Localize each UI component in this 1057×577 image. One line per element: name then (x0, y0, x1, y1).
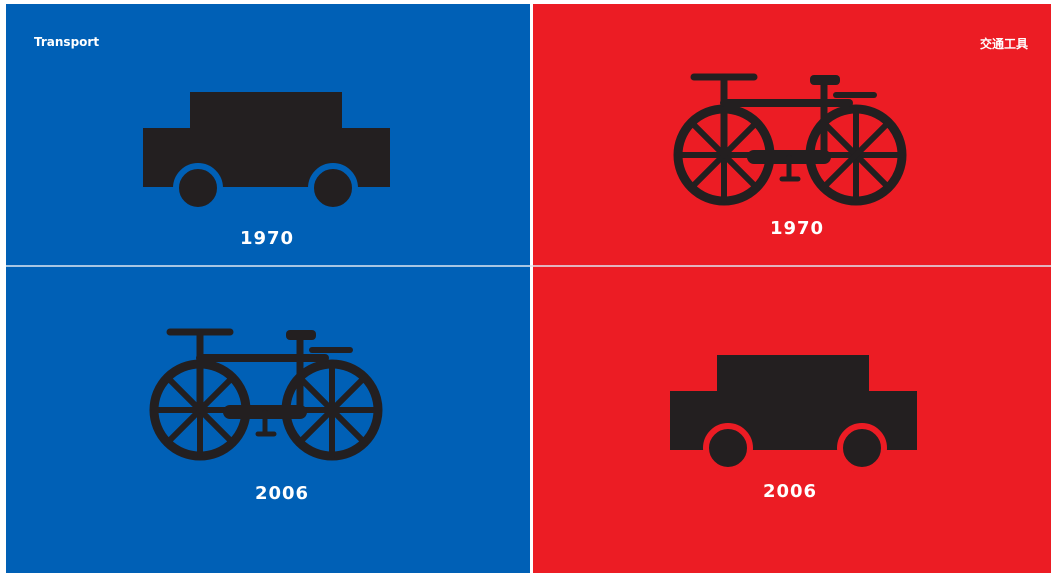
right-title: 交通工具 (980, 36, 1028, 51)
year-label: 2006 (763, 481, 817, 502)
year-label: 1970 (770, 218, 824, 239)
page: {"left":{"title":"Transport","panels":[{… (0, 0, 1057, 577)
year-label: 1970 (240, 228, 294, 249)
left-title: Transport (34, 35, 99, 49)
year-label: 2006 (255, 483, 309, 504)
infographic: Transport 交通工具 1970 2006 1970 2006 (0, 0, 1057, 577)
